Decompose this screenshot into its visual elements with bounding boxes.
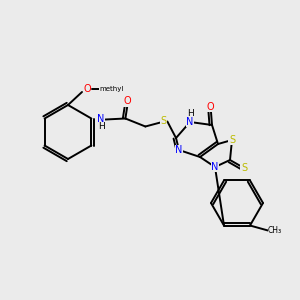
Text: O: O	[206, 102, 214, 112]
Text: S: S	[229, 135, 235, 145]
Text: N: N	[211, 162, 219, 172]
Text: N: N	[97, 115, 104, 124]
Text: H: H	[98, 122, 105, 131]
Text: O: O	[83, 84, 91, 94]
Text: H: H	[188, 110, 194, 118]
Text: S: S	[160, 116, 167, 127]
Text: N: N	[175, 145, 183, 155]
Text: N: N	[186, 117, 194, 127]
Text: S: S	[241, 163, 247, 173]
Text: S: S	[160, 116, 167, 127]
Text: methyl: methyl	[100, 86, 124, 92]
Text: O: O	[124, 97, 131, 106]
Text: CH₃: CH₃	[268, 226, 282, 235]
